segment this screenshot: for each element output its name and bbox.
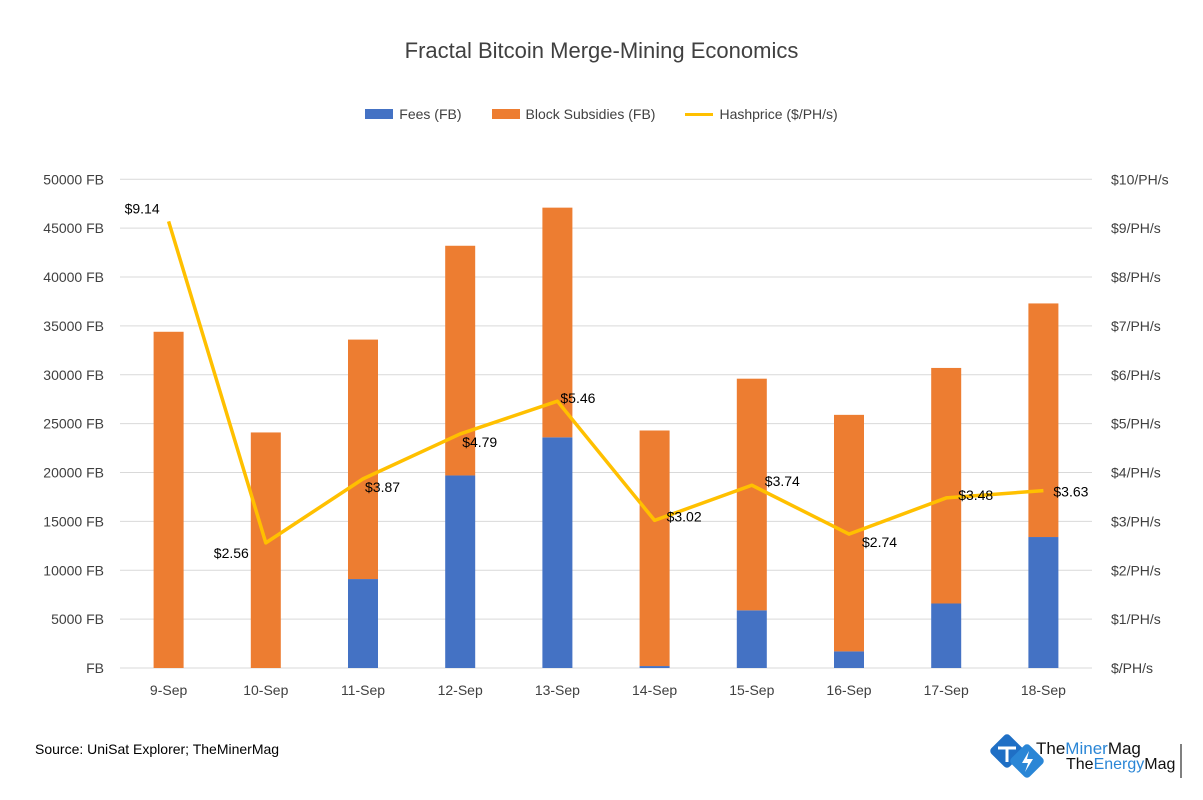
legend-swatch: [365, 109, 394, 119]
y-right-tick-label: $1/PH/s: [1111, 611, 1161, 627]
y-right-tick-label: $4/PH/s: [1111, 465, 1161, 481]
legend-item-hashprice: Hashprice ($/PH/s): [685, 106, 838, 122]
y-right-tick-label: $9/PH/s: [1111, 220, 1161, 236]
source-note: Source: UniSat Explorer; TheMinerMag: [35, 741, 280, 757]
hashprice-data-label: $3.87: [365, 479, 400, 495]
y-left-tick-label: FB: [86, 660, 104, 676]
x-tick-label: 14-Sep: [632, 682, 677, 698]
hashprice-data-label: $5.46: [560, 390, 595, 406]
bar-fees: [348, 579, 378, 668]
y-right-tick-label: $2/PH/s: [1111, 562, 1161, 578]
y-right-tick-label: $6/PH/s: [1111, 367, 1161, 383]
y-left-tick-label: 10000 FB: [43, 562, 104, 578]
legend-item-subsidies: Block Subsidies (FB): [491, 106, 656, 122]
y-left-tick-label: 35000 FB: [43, 318, 104, 334]
x-tick-label: 11-Sep: [341, 682, 385, 698]
y-left-tick-label: 45000 FB: [43, 220, 104, 236]
x-tick-label: 15-Sep: [729, 682, 774, 698]
y-right-tick-label: $7/PH/s: [1111, 318, 1161, 334]
hashprice-data-label: $2.56: [214, 545, 249, 561]
hashprice-data-label: $9.14: [125, 200, 160, 216]
x-tick-label: 12-Sep: [438, 682, 483, 698]
legend-label: Hashprice ($/PH/s): [719, 106, 838, 122]
y-right-tick-label: $/PH/s: [1111, 660, 1153, 676]
x-tick-label: 9-Sep: [150, 682, 188, 698]
y-right-tick-label: $3/PH/s: [1111, 513, 1161, 529]
x-tick-label: 16-Sep: [826, 682, 871, 698]
svg-text:TheEnergyMag: TheEnergyMag: [1066, 756, 1175, 773]
bar-subsidies: [1028, 303, 1059, 538]
hashprice-data-label: $3.48: [958, 487, 993, 503]
chart-title: Fractal Bitcoin Merge-Mining Economics: [404, 38, 799, 63]
bar-subsidies: [736, 378, 767, 611]
bar-fees: [639, 666, 670, 668]
bar-fees: [1028, 537, 1059, 668]
bar-subsidies: [250, 432, 281, 668]
y-left-tick-label: 20000 FB: [43, 465, 104, 481]
hashprice-line: [166, 220, 1044, 545]
bar-subsidies: [931, 367, 962, 604]
y-left-tick-label: 5000 FB: [51, 611, 104, 627]
x-tick-label: 10-Sep: [243, 682, 288, 698]
x-tick-label: 13-Sep: [535, 682, 580, 698]
bar-fees: [542, 437, 573, 668]
hashprice-data-label: $3.02: [667, 508, 702, 524]
y-right-tick-label: $10/PH/s: [1111, 171, 1169, 187]
bar-fees: [931, 603, 962, 668]
hashprice-data-label: $4.79: [462, 434, 497, 450]
y-left-tick-label: 40000 FB: [43, 269, 104, 285]
hashprice-data-label: $3.63: [1053, 484, 1088, 500]
x-tick-label: 18-Sep: [1021, 682, 1066, 698]
hashprice-data-label: $2.74: [862, 534, 897, 550]
hashprice-data-label: $3.74: [765, 473, 800, 489]
y-left-tick-label: 30000 FB: [43, 367, 104, 383]
svg-text:TheMinerMag: TheMinerMag: [1036, 739, 1141, 758]
legend-label: Fees (FB): [399, 106, 462, 122]
legend-swatch: [491, 109, 520, 119]
y-left-tick-label: 15000 FB: [43, 513, 104, 529]
bar-subsidies: [348, 339, 378, 580]
bar-subsidies: [639, 430, 670, 667]
logo: TheMinerMag TheEnergyMag: [990, 734, 1182, 778]
y-right-tick-label: $8/PH/s: [1111, 269, 1161, 285]
legend: Fees (FB) Block Subsidies (FB) Hashprice…: [0, 106, 1203, 122]
bar-subsidies: [153, 331, 184, 668]
bar-fees: [834, 651, 864, 668]
bar-fees: [445, 475, 476, 668]
bar-subsidies: [542, 207, 573, 438]
y-right-tick-label: $5/PH/s: [1111, 416, 1161, 432]
legend-item-fees: Fees (FB): [365, 106, 462, 122]
y-left-tick-label: 50000 FB: [43, 171, 104, 187]
y-left-tick-label: 25000 FB: [43, 416, 104, 432]
x-tick-label: 17-Sep: [924, 682, 969, 698]
legend-label: Block Subsidies (FB): [525, 106, 656, 122]
legend-swatch: [685, 112, 714, 116]
bar-fees: [736, 610, 767, 668]
